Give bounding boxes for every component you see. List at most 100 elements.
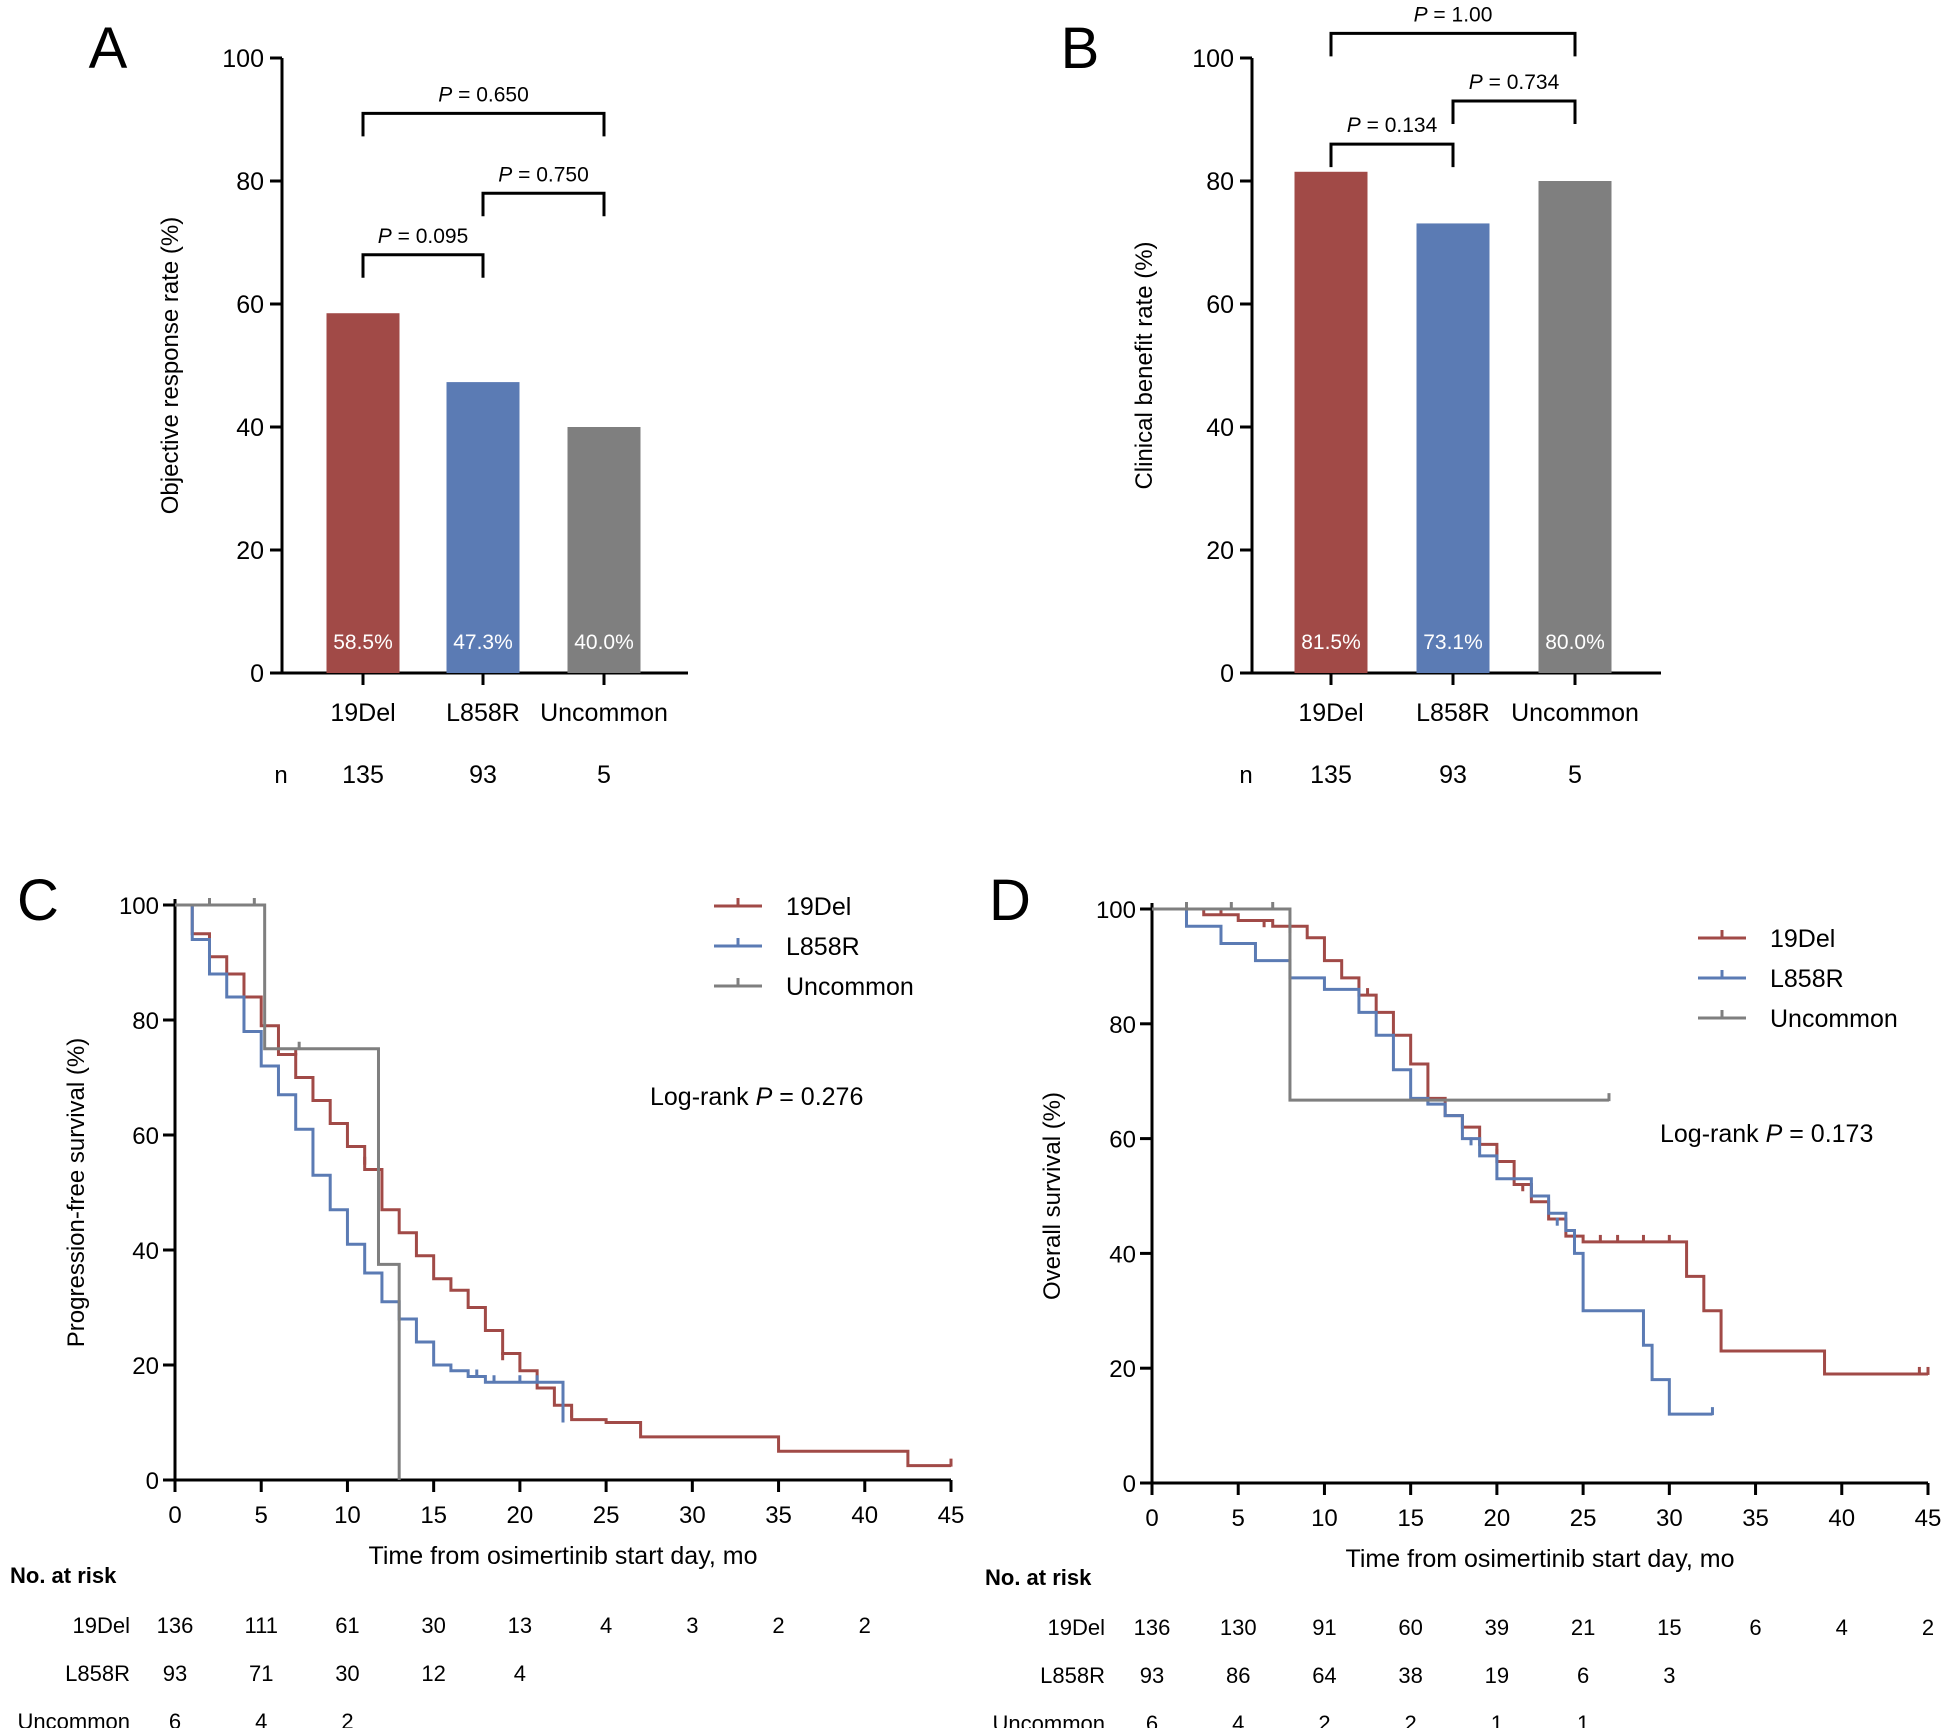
bar-19del (326, 313, 400, 673)
bar-value-label: 73.1% (1423, 631, 1483, 654)
x-tick-label: 25 (593, 1502, 620, 1529)
x-tick-label: L858R (446, 699, 520, 727)
risk-value: 4 (1232, 1711, 1244, 1728)
y-tick-label: 100 (1096, 897, 1136, 924)
x-tick-label: 35 (765, 1502, 792, 1529)
survival-curve-l858r (175, 903, 565, 1423)
y-tick-label: 80 (236, 168, 264, 196)
y-axis-label: Progression-free survival (%) (63, 1038, 90, 1347)
p-value: = 1.00 (1428, 3, 1493, 26)
risk-value: 2 (1922, 1615, 1934, 1640)
risk-value: 4 (600, 1613, 612, 1638)
bar-value-label: 40.0% (574, 631, 634, 654)
bar-value-label: 47.3% (453, 631, 513, 654)
x-tick-label: 40 (1828, 1505, 1855, 1532)
p-symbol: P (498, 163, 512, 186)
annotation-value: = 0.173 (1782, 1120, 1873, 1148)
p-value-label: P = 0.134 (1347, 114, 1438, 137)
risk-value: 6 (1749, 1615, 1761, 1640)
panel-letter-d: D (989, 868, 1031, 933)
risk-row-label: L858R (1040, 1663, 1105, 1688)
x-tick-label: 20 (507, 1502, 534, 1529)
survival-curve-uncommon (1152, 907, 1609, 1102)
y-tick-label: 40 (132, 1238, 159, 1265)
risk-value: 91 (1312, 1615, 1336, 1640)
risk-row-label: 19Del (73, 1613, 130, 1638)
risk-value: 1 (1491, 1711, 1503, 1728)
y-tick-label: 80 (132, 1008, 159, 1035)
x-tick-label: L858R (1416, 699, 1490, 727)
x-tick-label: 19Del (330, 699, 395, 727)
risk-value: 86 (1226, 1663, 1250, 1688)
n-label: n (274, 762, 287, 789)
y-axis-label: Overall survival (%) (1039, 1092, 1066, 1300)
p-value: = 0.650 (452, 83, 528, 106)
x-tick-label: 19Del (1298, 699, 1363, 727)
risk-value: 6 (169, 1709, 181, 1728)
y-tick-label: 100 (222, 45, 264, 73)
comparison-bracket (1329, 31, 1577, 57)
bar-value-label: 58.5% (333, 631, 393, 654)
x-tick-label: 0 (168, 1502, 181, 1529)
risk-row-label: Uncommon (18, 1709, 130, 1728)
y-tick-label: 60 (132, 1123, 159, 1150)
x-tick-label: Uncommon (540, 699, 668, 727)
p-value-label: P = 0.750 (498, 163, 589, 186)
bar-value-label: 81.5% (1301, 631, 1361, 654)
risk-table-title: No. at risk (10, 1563, 117, 1588)
legend-label: Uncommon (786, 973, 914, 1001)
n-value: 93 (469, 761, 497, 789)
legend-label: L858R (786, 933, 860, 961)
survival-curve-l858r (1152, 907, 1713, 1416)
risk-value: 4 (514, 1661, 526, 1686)
x-tick-label: 5 (255, 1502, 268, 1529)
y-tick-label: 0 (1220, 660, 1234, 688)
risk-value: 30 (335, 1661, 359, 1686)
bar-value-label: 80.0% (1545, 631, 1605, 654)
y-tick-label: 0 (146, 1468, 159, 1495)
x-axis-label: Time from osimertinib start day, mo (369, 1542, 758, 1570)
n-value: 93 (1439, 761, 1467, 789)
risk-value: 4 (1836, 1615, 1848, 1640)
risk-value: 111 (244, 1613, 277, 1638)
risk-value: 1 (1577, 1711, 1589, 1728)
x-axis-label: Time from osimertinib start day, mo (1346, 1545, 1735, 1573)
p-value-label: P = 0.734 (1469, 71, 1560, 94)
risk-value: 93 (163, 1661, 187, 1686)
legend-label: 19Del (1770, 925, 1835, 953)
survival-curve-uncommon (175, 903, 401, 1480)
x-tick-label: 5 (1232, 1505, 1245, 1532)
y-tick-label: 0 (250, 660, 264, 688)
n-value: 5 (597, 761, 611, 789)
p-value: = 0.134 (1361, 114, 1438, 137)
n-value: 5 (1568, 761, 1582, 789)
risk-value: 71 (249, 1661, 273, 1686)
legend-label: Uncommon (1770, 1005, 1898, 1033)
risk-value: 39 (1485, 1615, 1509, 1640)
n-value: 135 (1310, 761, 1352, 789)
risk-row-label: Uncommon (993, 1711, 1105, 1728)
x-tick-label: Uncommon (1511, 699, 1639, 727)
y-axis-label: Objective response rate (%) (157, 217, 184, 514)
risk-value: 61 (335, 1613, 359, 1638)
p-value: = 0.095 (392, 225, 468, 248)
x-tick-label: 25 (1570, 1505, 1597, 1532)
risk-value: 2 (1318, 1711, 1330, 1728)
y-axis-label: Clinical benefit rate (%) (1131, 241, 1158, 489)
bar-uncommon (567, 427, 641, 673)
y-tick-label: 60 (1206, 291, 1234, 319)
risk-value: 93 (1140, 1663, 1164, 1688)
risk-value: 15 (1657, 1615, 1681, 1640)
p-value: = 0.750 (512, 163, 588, 186)
risk-value: 6 (1146, 1711, 1158, 1728)
p-symbol: P (1414, 3, 1428, 26)
y-tick-label: 40 (1206, 414, 1234, 442)
risk-value: 60 (1398, 1615, 1422, 1640)
risk-value: 64 (1312, 1663, 1336, 1688)
log-rank-annotation: Log-rank P = 0.276 (650, 1083, 863, 1111)
annotation-p: P (756, 1083, 773, 1111)
p-symbol: P (1347, 114, 1361, 137)
annotation-prefix: Log-rank (650, 1083, 756, 1111)
y-tick-label: 20 (1109, 1356, 1136, 1383)
p-value-label: P = 1.00 (1414, 3, 1493, 26)
